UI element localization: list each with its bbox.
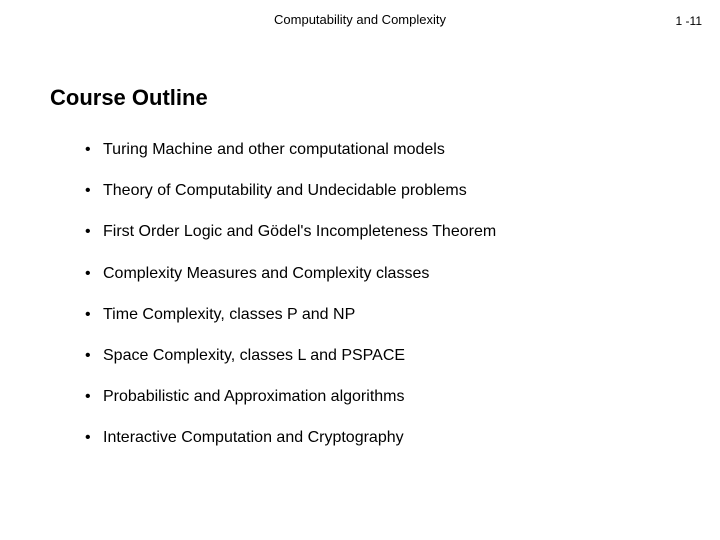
bullet-item: First Order Logic and Gödel's Incomplete… <box>85 222 496 241</box>
bullet-item: Theory of Computability and Undecidable … <box>85 181 496 200</box>
bullet-item: Turing Machine and other computational m… <box>85 140 496 159</box>
bullet-item: Space Complexity, classes L and PSPACE <box>85 346 496 365</box>
bullet-list: Turing Machine and other computational m… <box>85 140 496 470</box>
bullet-item: Complexity Measures and Complexity class… <box>85 264 496 283</box>
bullet-item: Probabilistic and Approximation algorith… <box>85 387 496 406</box>
section-title: Course Outline <box>50 85 208 111</box>
bullet-item: Time Complexity, classes P and NP <box>85 305 496 324</box>
bullet-item: Interactive Computation and Cryptography <box>85 428 496 447</box>
page-number: 1 -11 <box>676 14 702 28</box>
header-title: Computability and Complexity <box>0 12 720 27</box>
